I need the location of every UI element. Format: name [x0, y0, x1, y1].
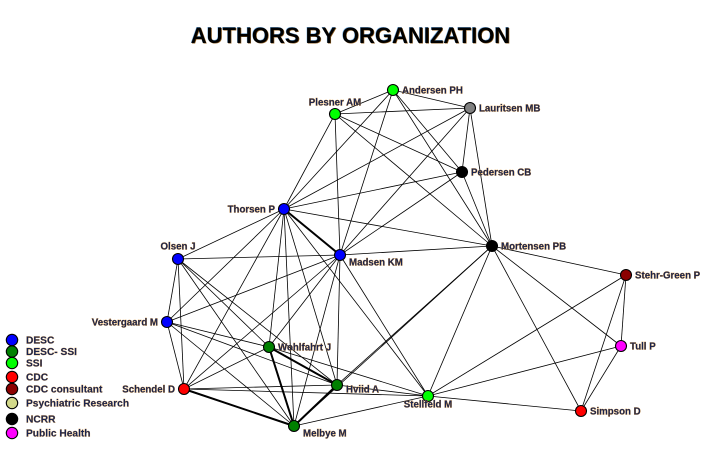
- svg-text:Melbye M: Melbye M: [303, 429, 347, 440]
- svg-text:DESC: DESC: [26, 336, 55, 347]
- svg-text:Olsen J: Olsen J: [161, 242, 196, 253]
- svg-text:Mortensen PB: Mortensen PB: [501, 242, 566, 253]
- svg-text:Lauritsen MB: Lauritsen MB: [479, 104, 540, 115]
- svg-text:Psychiatric Research: Psychiatric Research: [26, 399, 129, 410]
- svg-text:Stehr-Green P: Stehr-Green P: [635, 271, 701, 282]
- svg-text:Stellfeld M: Stellfeld M: [404, 400, 452, 411]
- svg-text:SSI: SSI: [26, 359, 43, 370]
- svg-text:Madsen KM: Madsen KM: [349, 258, 403, 269]
- svg-text:Wohlfahrt J: Wohlfahrt J: [278, 343, 331, 354]
- svg-text:Thorsen P: Thorsen P: [228, 205, 276, 216]
- svg-text:CDC consultant: CDC consultant: [26, 385, 103, 396]
- svg-text:Hviid A: Hviid A: [346, 385, 379, 396]
- svg-text:Simpson D: Simpson D: [590, 407, 641, 418]
- svg-text:Schendel D: Schendel D: [122, 385, 175, 396]
- svg-text:Andersen PH: Andersen PH: [402, 86, 463, 97]
- svg-text:Plesner AM: Plesner AM: [309, 98, 361, 109]
- svg-text:NCRR: NCRR: [26, 415, 56, 426]
- svg-text:Pedersen CB: Pedersen CB: [471, 168, 531, 179]
- svg-text:DESC- SSI: DESC- SSI: [26, 347, 77, 358]
- svg-text:CDC: CDC: [26, 373, 49, 384]
- svg-text:Vestergaard M: Vestergaard M: [92, 318, 158, 329]
- svg-text:Tull P: Tull P: [630, 342, 656, 353]
- svg-text:Public Health: Public Health: [26, 429, 91, 440]
